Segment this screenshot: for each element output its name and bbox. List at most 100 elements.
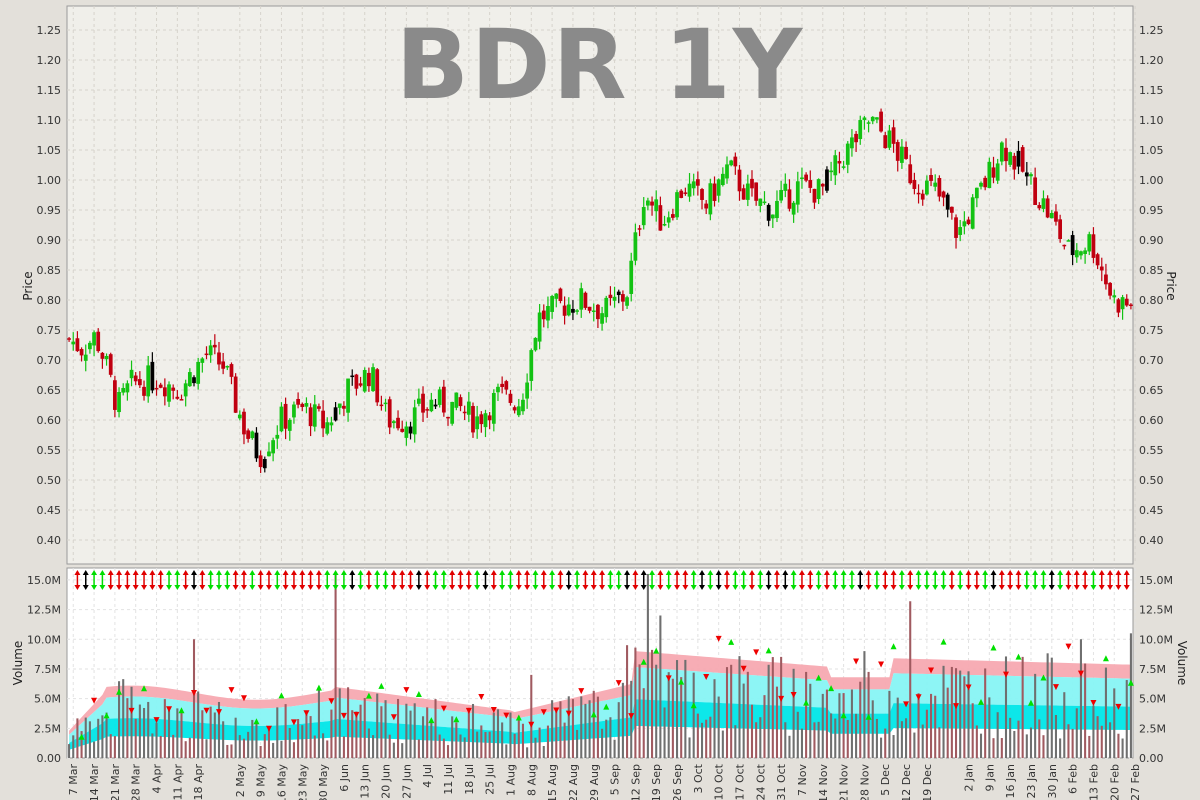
signal-glyph [457, 570, 464, 590]
volume-bar [571, 699, 574, 758]
signal-glyph [782, 570, 789, 590]
candle [621, 290, 625, 311]
price-tick-label-left: 0.70 [37, 354, 62, 367]
candle [512, 405, 517, 414]
candle [900, 139, 904, 169]
volume-bar [1092, 705, 1095, 758]
volume-bar [813, 722, 816, 758]
candle [158, 382, 163, 389]
candle [795, 171, 800, 213]
volume-bar [476, 731, 479, 758]
signal-glyph [1090, 570, 1097, 590]
signal-marker [1002, 671, 1009, 678]
signal-glyph [124, 570, 131, 590]
candle [891, 119, 896, 153]
volume-bar [909, 601, 912, 758]
volume-bar [372, 735, 375, 758]
volume-bar [417, 739, 420, 758]
date-tick-label: 28 Nov [858, 764, 871, 800]
date-tick-label: 6 Jun [338, 764, 351, 792]
candle [675, 189, 679, 220]
volume-bar [821, 693, 824, 758]
volume-bar [684, 659, 687, 758]
candle [454, 392, 459, 411]
signal-marker [978, 698, 985, 705]
candle [296, 392, 300, 409]
signal-glyph [299, 570, 306, 590]
candle [566, 297, 571, 317]
volume-bar [880, 737, 883, 758]
candle [712, 176, 717, 207]
date-tick-label: 22 Aug [567, 764, 580, 800]
volume-bar [409, 710, 412, 758]
signal-glyph [82, 570, 89, 590]
volume-bar [538, 727, 541, 758]
signal-glyph [199, 570, 206, 590]
volume-bar [309, 716, 312, 758]
signal-marker [753, 649, 760, 656]
price-tick-label-left: 1.20 [37, 54, 62, 67]
candle [937, 175, 942, 202]
volume-bar [459, 734, 462, 758]
candle [1062, 244, 1067, 250]
volume-bar [180, 712, 183, 758]
signal-glyph [582, 570, 589, 590]
volume-bar [979, 733, 983, 758]
candle [833, 150, 838, 185]
volume-bar [588, 700, 591, 758]
signal-glyph [748, 570, 755, 590]
signal-glyph [765, 570, 772, 590]
date-tick-label: 20 Feb [1108, 764, 1121, 800]
candle [895, 139, 900, 172]
candle [79, 347, 84, 362]
volume-bar [925, 709, 928, 758]
candle [679, 189, 684, 199]
volume-bar [513, 733, 516, 758]
candle [367, 367, 371, 392]
volume-bar [834, 718, 837, 758]
candle [875, 117, 879, 124]
candle [229, 362, 234, 385]
candle [591, 303, 596, 322]
volume-bar [480, 725, 483, 758]
candle [829, 161, 833, 181]
signal-glyph [624, 570, 631, 590]
signal-glyph [682, 570, 689, 590]
candle [825, 166, 829, 193]
price-tick-label-right: 1.10 [1139, 114, 1164, 127]
volume-bar [913, 732, 916, 758]
volume-bar [863, 651, 866, 758]
signal-marker [778, 695, 785, 702]
volume-bar [126, 698, 129, 758]
volume-bar [784, 722, 787, 758]
candle [966, 216, 971, 226]
candle [271, 437, 275, 462]
candle [995, 158, 1000, 184]
price-tick-label-left: 0.90 [37, 234, 62, 247]
signal-marker [153, 717, 160, 724]
volume-bar [809, 683, 812, 758]
signal-marker [1090, 699, 1097, 706]
volume-bar [297, 719, 300, 758]
candle [720, 167, 725, 187]
volume-bar [725, 667, 729, 758]
volume-bar [176, 708, 179, 758]
signal-marker [678, 678, 685, 685]
candle [766, 203, 771, 227]
volume-bar [155, 722, 158, 758]
candle [904, 141, 908, 160]
date-tick-label: 11 Jul [442, 764, 455, 795]
volume-bar [367, 728, 370, 758]
signal-glyph [873, 570, 880, 590]
signal-glyph [232, 570, 239, 590]
candle [121, 383, 126, 396]
signal-marker [315, 684, 322, 691]
candle [858, 115, 863, 145]
candle [1049, 210, 1054, 219]
volume-bar [384, 700, 387, 758]
volume-bar [492, 712, 495, 758]
candle [933, 174, 938, 192]
candle [616, 289, 621, 304]
volume-bar [1088, 735, 1091, 758]
